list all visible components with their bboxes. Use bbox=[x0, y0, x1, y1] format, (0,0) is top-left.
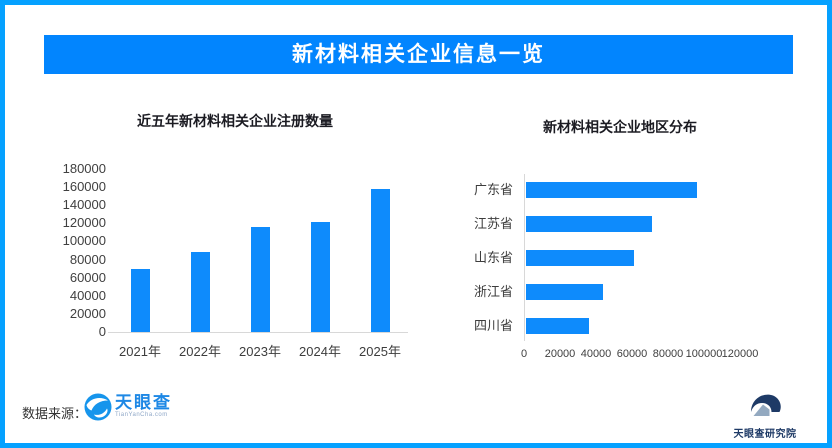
tianyancha-logo-text: 天眼查 TianYanCha.com bbox=[115, 393, 172, 418]
ytick-180000: 180000 bbox=[62, 161, 106, 176]
tianyancha-logo: 天眼查 TianYanCha.com bbox=[84, 393, 172, 426]
bar-浙江省 bbox=[526, 284, 604, 300]
ytick-20000: 20000 bbox=[69, 305, 106, 321]
category-江苏省: 江苏省 bbox=[473, 216, 513, 231]
bar-江苏省 bbox=[526, 216, 652, 232]
bar-广东省 bbox=[526, 182, 697, 198]
data-source-label: 数据来源： bbox=[22, 406, 88, 421]
bar-2023年 bbox=[250, 227, 270, 332]
ytick-60000: 60000 bbox=[69, 269, 106, 285]
research-institute-logo-name: 天眼查研究院 bbox=[733, 429, 797, 440]
bar-2025年 bbox=[370, 188, 390, 332]
xlabel-2023年: 2023年 bbox=[239, 344, 281, 359]
tianyancha-logo-name: 天眼查 bbox=[115, 393, 172, 412]
xtick-0: 0 bbox=[520, 348, 528, 360]
xtick-60000: 60000 bbox=[616, 348, 648, 360]
ytick-100000: 100000 bbox=[62, 233, 106, 249]
bar-2024年 bbox=[310, 221, 330, 332]
category-山东省: 山东省 bbox=[473, 250, 513, 265]
tianyancha-logo-subtext: TianYanCha.com bbox=[115, 412, 168, 418]
regions-plot bbox=[524, 174, 741, 341]
ytick-140000: 140000 bbox=[62, 197, 106, 213]
ytick-120000: 120000 bbox=[62, 215, 106, 231]
research-institute-logo-icon bbox=[747, 394, 783, 423]
tianyancha-logo-icon bbox=[84, 393, 112, 426]
xlabel-2025年: 2025年 bbox=[359, 344, 401, 359]
xtick-120000: 120000 bbox=[721, 348, 759, 360]
page-title: 新材料相关企业信息一览 bbox=[44, 35, 793, 74]
xtick-80000: 80000 bbox=[652, 348, 684, 360]
xlabel-2024年: 2024年 bbox=[299, 344, 341, 359]
xlabel-2021年: 2021年 bbox=[119, 344, 161, 359]
category-广东省: 广东省 bbox=[473, 182, 513, 197]
research-institute-logo: 天眼查研究院 bbox=[733, 391, 797, 440]
bar-2022年 bbox=[190, 252, 210, 332]
registrations-y-axis: 0 20000 40000 60000 80000 100000 120000 140000 1… bbox=[58, 162, 106, 339]
regions-x-axis: 0 20000 40000 60000 80000 100000 120000 bbox=[521, 348, 758, 362]
ytick-80000: 80000 bbox=[69, 251, 106, 267]
ytick-0: 0 bbox=[98, 324, 106, 339]
bar-四川省 bbox=[526, 318, 589, 334]
category-浙江省: 浙江省 bbox=[473, 284, 513, 299]
bar-2021年 bbox=[130, 268, 150, 332]
xlabel-2022年: 2022年 bbox=[179, 344, 221, 359]
ytick-160000: 160000 bbox=[62, 179, 106, 195]
xtick-40000: 40000 bbox=[580, 348, 612, 360]
registrations-plot bbox=[108, 169, 408, 333]
xtick-100000: 100000 bbox=[685, 348, 723, 360]
regions-category-axis: 广东省江苏省山东省浙江省四川省 bbox=[455, 174, 513, 341]
registrations-x-axis: 2021年 2022年 2023年 2024年 2025年 bbox=[108, 344, 408, 360]
registrations-chart-title: 近五年新材料相关企业注册数量 bbox=[137, 113, 333, 129]
regions-chart-title: 新材料相关企业地区分布 bbox=[543, 119, 697, 135]
bar-山东省 bbox=[526, 250, 634, 266]
ytick-40000: 40000 bbox=[69, 287, 106, 303]
xtick-20000: 20000 bbox=[544, 348, 576, 360]
category-四川省: 四川省 bbox=[473, 318, 513, 333]
